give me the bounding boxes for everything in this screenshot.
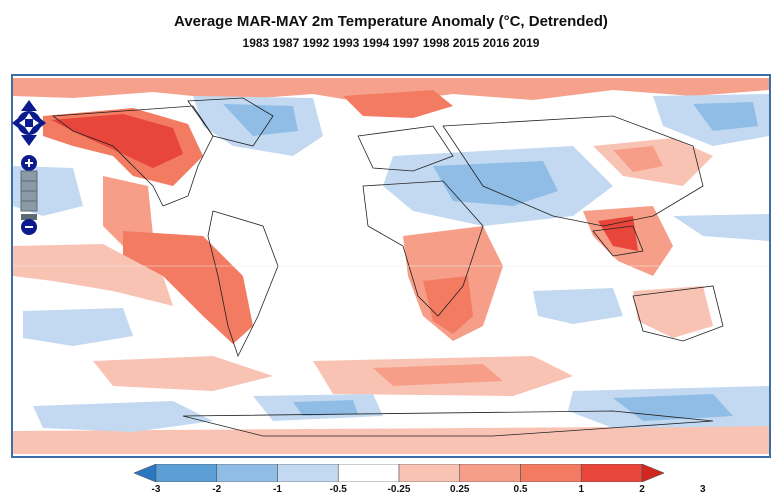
colorbar-tick-label: 2 [639,484,645,495]
anomaly-map[interactable] [11,74,771,458]
cool-anomaly-shading [13,94,769,432]
colorbar-segment [155,464,218,482]
zoom-in-button[interactable] [21,155,37,171]
colorbar-tick-label: -1 [273,484,282,495]
map-navigation [12,96,46,246]
colorbar-segment [520,464,582,482]
zoom-out-button[interactable] [21,219,37,235]
colorbar-low-arrow [134,464,157,482]
colorbar-tick-label: 0.5 [513,484,528,495]
colorbar-segment [580,464,643,482]
map-title: Average MAR-MAY 2m Temperature Anomaly (… [174,13,608,30]
map-canvas [13,78,769,454]
warm-anomaly-shading [13,78,769,454]
zoom-slider[interactable] [20,170,38,220]
colorbar-segment [216,464,278,482]
map-subtitle: 1983 1987 1992 1993 1994 1997 1998 2015 … [242,36,540,50]
colorbar-segment [337,464,400,482]
colorbar-tick-label: 0.25 [450,484,470,495]
continent-outlines [51,97,724,437]
colorbar-segment [398,464,461,482]
colorbar-svg [134,464,664,482]
colorbar-high-arrow [641,464,664,482]
colorbar-tick-label: -0.25 [387,484,411,495]
colorbar-tick-label: -2 [212,484,222,495]
colorbar-tick-label: -0.5 [329,484,347,495]
colorbar-tick-label: 1 [578,484,585,495]
pan-icon[interactable] [12,100,46,146]
colorbar [134,464,664,482]
colorbar-segment [277,464,339,482]
colorbar-segment [459,464,521,482]
colorbar-tick-label: -3 [151,484,161,495]
colorbar-tick-label: 3 [699,484,706,495]
